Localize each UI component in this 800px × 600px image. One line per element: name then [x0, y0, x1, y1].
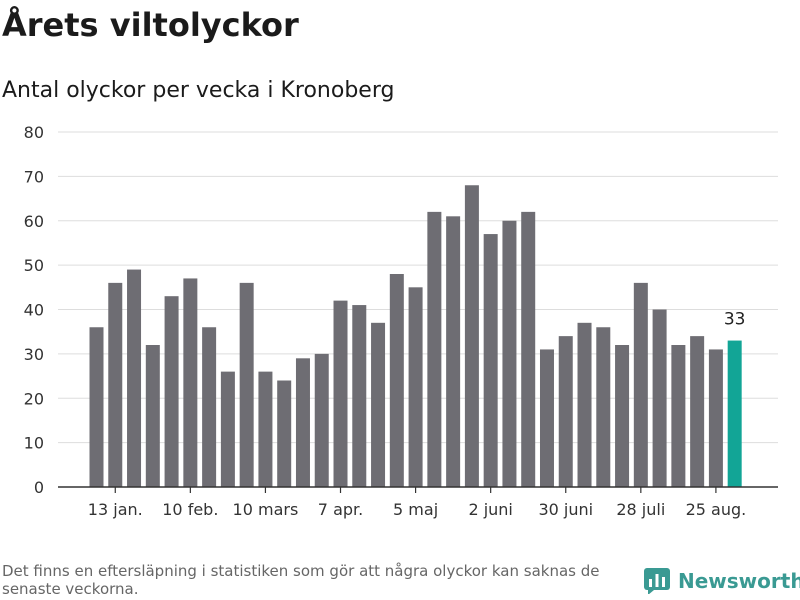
bar	[708, 349, 723, 487]
y-tick-label: 70	[24, 167, 44, 186]
y-tick-label: 20	[24, 389, 44, 408]
bar	[89, 327, 104, 487]
bar	[202, 327, 217, 487]
bar	[502, 220, 517, 487]
footnote: Det finns en eftersläpning i statistiken…	[2, 562, 600, 598]
x-tick-label: 30 juni	[538, 500, 593, 519]
bar	[652, 309, 667, 487]
bar	[127, 269, 142, 487]
y-tick-label: 30	[24, 345, 44, 364]
brand-name: Newsworthy	[678, 569, 800, 593]
bar	[314, 353, 329, 487]
bar	[371, 322, 386, 487]
highlight-value-label: 33	[724, 310, 746, 330]
bar	[577, 322, 592, 487]
bar	[239, 282, 254, 487]
bar	[389, 274, 404, 487]
bar	[690, 336, 705, 487]
highlight-bar	[727, 340, 742, 487]
bar	[539, 349, 554, 487]
bar	[446, 216, 461, 487]
bar	[615, 345, 630, 487]
bar	[671, 345, 686, 487]
x-tick-label: 7 apr.	[318, 500, 363, 519]
bar	[295, 358, 310, 487]
bar	[427, 211, 442, 487]
bar	[277, 380, 292, 487]
bar	[333, 300, 348, 487]
x-tick-label: 28 juli	[616, 500, 665, 519]
x-tick-label: 13 jan.	[88, 500, 143, 519]
x-tick-label: 25 aug.	[686, 500, 747, 519]
x-tick-label: 5 maj	[393, 500, 438, 519]
x-tick-label: 2 juni	[468, 500, 512, 519]
bar	[521, 211, 536, 487]
x-tick-label: 10 mars	[233, 500, 299, 519]
bar	[258, 371, 273, 487]
y-tick-label: 60	[24, 212, 44, 231]
x-tick-label: 10 feb.	[162, 500, 218, 519]
bar	[108, 282, 123, 487]
bar	[145, 345, 160, 487]
chart-title: Årets viltolyckor	[2, 6, 299, 44]
y-tick-label: 0	[34, 478, 44, 497]
chart-subtitle: Antal olyckor per vecka i Kronoberg	[2, 78, 395, 103]
bar	[464, 185, 479, 487]
y-tick-label: 50	[24, 256, 44, 275]
y-tick-label: 80	[24, 123, 44, 142]
bar	[352, 305, 367, 487]
bar	[183, 278, 198, 487]
y-tick-label: 40	[24, 301, 44, 320]
bar	[633, 282, 648, 487]
bar	[408, 287, 423, 487]
bar	[220, 371, 235, 487]
newsworthy-logo-icon	[644, 568, 670, 594]
bar	[558, 336, 573, 487]
bar	[596, 327, 611, 487]
brand-logo: Newsworthy	[644, 568, 800, 594]
bar	[164, 296, 179, 487]
y-tick-label: 10	[24, 434, 44, 453]
bar	[483, 234, 498, 487]
